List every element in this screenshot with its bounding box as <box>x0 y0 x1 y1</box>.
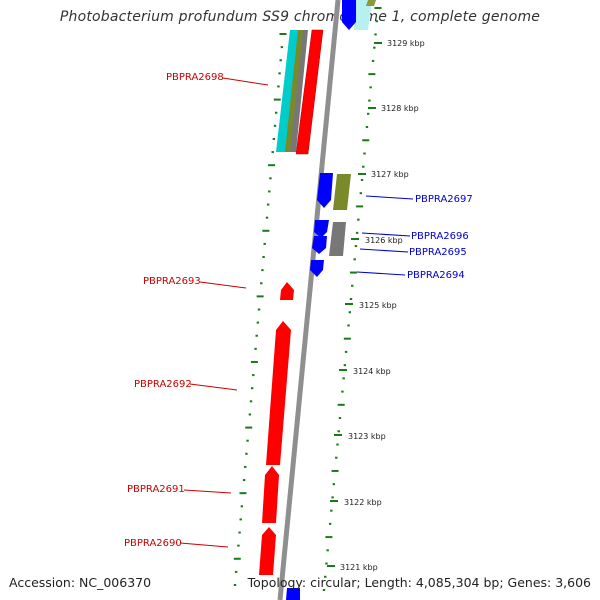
label-PBPRA2693: PBPRA2693 <box>143 276 201 287</box>
kbp-3121: 3121 kbp <box>340 563 378 572</box>
accession-text: Accession: NC_006370 <box>9 575 152 590</box>
cog-bars-top <box>276 0 376 152</box>
kbp-3127: 3127 kbp <box>371 170 409 179</box>
label-PBPRA2697: PBPRA2697 <box>415 194 473 205</box>
gene-labels[interactable]: PBPRA2698 PBPRA2697 PBPRA2696 PBPRA2695 … <box>124 72 473 549</box>
gene-PBPRA2692 <box>266 321 291 465</box>
label-PBPRA2698: PBPRA2698 <box>166 72 224 83</box>
kbp-3124: 3124 kbp <box>353 367 391 376</box>
kbp-3123: 3123 kbp <box>348 432 386 441</box>
label-PBPRA2695: PBPRA2695 <box>409 247 467 258</box>
label-PBPRA2694: PBPRA2694 <box>407 270 465 281</box>
gene-PBPRA2694 <box>310 260 324 277</box>
reverse-genes[interactable] <box>286 0 356 600</box>
kbp-3129: 3129 kbp <box>387 39 425 48</box>
left-tick-track <box>233 33 287 586</box>
kbp-ruler: 3129 kbp 3128 kbp 3127 kbp 3126 kbp 3125… <box>327 39 425 572</box>
leader-lines <box>179 77 414 548</box>
gene-PBPRA2693 <box>280 282 294 300</box>
forward-genes[interactable] <box>259 29 324 575</box>
label-PBPRA2692: PBPRA2692 <box>134 379 192 390</box>
topology-summary: Topology: circular; Length: 4,085,304 bp… <box>247 575 591 590</box>
gene-bottom-blue <box>286 588 300 600</box>
kbp-3126: 3126 kbp <box>365 236 403 245</box>
genome-backbone <box>277 0 341 600</box>
cog-bar-2695 <box>329 222 346 256</box>
gene-PBPRA2698 <box>295 29 324 155</box>
gene-PBPRA2697 <box>317 173 333 208</box>
label-PBPRA2690: PBPRA2690 <box>124 538 182 549</box>
gray-bar <box>290 30 308 152</box>
gene-PBPRA2695 <box>312 236 327 254</box>
cog-bar-2697 <box>333 174 351 210</box>
cyan-bar <box>276 30 300 152</box>
kbp-3125: 3125 kbp <box>359 301 397 310</box>
gene-PBPRA2696 <box>314 220 329 238</box>
olive-bar-top <box>366 0 376 6</box>
gene-top-blue <box>342 0 356 30</box>
label-PBPRA2696: PBPRA2696 <box>411 231 469 242</box>
kbp-3128: 3128 kbp <box>381 104 419 113</box>
label-PBPRA2691: PBPRA2691 <box>127 484 185 495</box>
cyan-bar-right <box>354 0 372 30</box>
map-title: Photobacterium profundum SS9 chromosome … <box>59 9 541 25</box>
kbp-3122: 3122 kbp <box>344 498 382 507</box>
right-tick-track <box>322 7 382 591</box>
gene-PBPRA2690 <box>259 527 276 575</box>
gene-PBPRA2691 <box>262 466 279 523</box>
